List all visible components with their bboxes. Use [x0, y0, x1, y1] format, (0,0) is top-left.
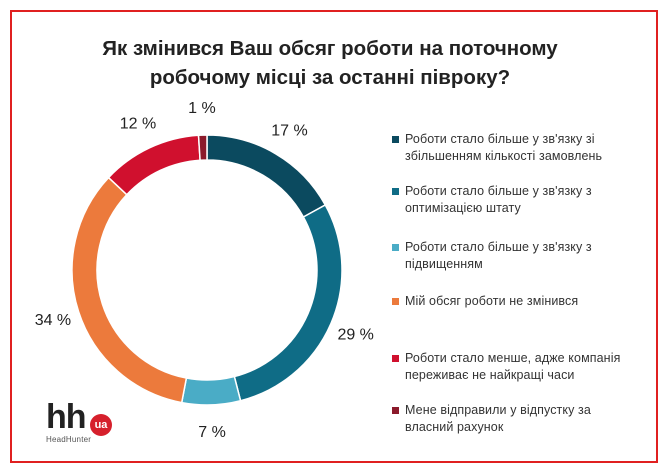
legend-label-line-1: Роботи стало менше, адже компанія — [405, 351, 621, 365]
legend-label: Мене відправили у відпустку за власний р… — [405, 402, 645, 436]
donut-slice-orders — [206, 134, 327, 219]
slice-label-unpaid-leave: 1 % — [188, 100, 216, 117]
legend-label: Роботи стало більше у зв'язку зі збільше… — [405, 131, 645, 165]
legend-swatch — [392, 188, 399, 195]
logo-mark: hh — [46, 398, 87, 436]
legend-swatch — [392, 136, 399, 143]
legend-swatch — [392, 355, 399, 362]
legend-label-line-2: оптимізацією штату — [405, 201, 521, 215]
donut-slice-optimization — [233, 203, 343, 402]
legend-swatch — [392, 244, 399, 251]
slice-label-less-work: 12 % — [120, 115, 156, 132]
donut-slice-unpaid-leave — [197, 134, 208, 162]
slice-label-promotion: 7 % — [198, 424, 226, 441]
legend-label: Мій обсяг роботи не змінився — [405, 293, 645, 310]
logo-badge: ua — [90, 414, 112, 436]
legend-label-line-2: підвищенням — [405, 257, 483, 271]
legend-label: Роботи стало більше у зв'язку з оптиміза… — [405, 183, 645, 217]
slice-label-optimization: 29 % — [337, 326, 373, 343]
legend-label-line-1: Роботи стало більше у зв'язку з — [405, 184, 592, 198]
donut-slice-less-work — [107, 134, 201, 196]
legend-label-line-1: Роботи стало більше у зв'язку з — [405, 240, 592, 254]
legend-label-line-1: Мій обсяг роботи не змінився — [405, 294, 579, 308]
donut-slices — [71, 134, 343, 406]
legend-label-line-1: Мене відправили у відпустку за — [405, 403, 591, 417]
slice-value-labels: 17 % 29 % 7 % 34 % 12 % 1 % — [35, 100, 374, 441]
slice-label-orders: 17 % — [271, 123, 307, 140]
headhunter-logo: hh ua HeadHunter — [46, 398, 126, 450]
slice-label-unchanged: 34 % — [35, 312, 71, 329]
chart-title-line-1: Як змінився Ваш обсяг роботи на поточном… — [102, 37, 558, 60]
donut-slice-unchanged — [71, 176, 188, 404]
legend-label: Роботи стало менше, адже компанія пережи… — [405, 350, 645, 384]
legend-swatch — [392, 298, 399, 305]
legend-swatch — [392, 407, 399, 414]
legend-label-line-2: переживає не найкращі часи — [405, 368, 575, 382]
chart-title-line-2: робочому місці за останні півроку? — [149, 66, 511, 89]
legend-label: Роботи стало більше у зв'язку з підвищен… — [405, 239, 645, 273]
legend-label-line-1: Роботи стало більше у зв'язку зі — [405, 132, 595, 146]
chart-frame — [10, 10, 658, 463]
donut-slice-promotion — [180, 375, 242, 406]
logo-subtitle: HeadHunter — [46, 435, 92, 444]
chart-title: Як змінився Ваш обсяг роботи на поточном… — [30, 34, 630, 92]
legend-label-line-2: власний рахунок — [405, 420, 504, 434]
legend-label-line-2: збільшенням кількості замовлень — [405, 149, 603, 163]
